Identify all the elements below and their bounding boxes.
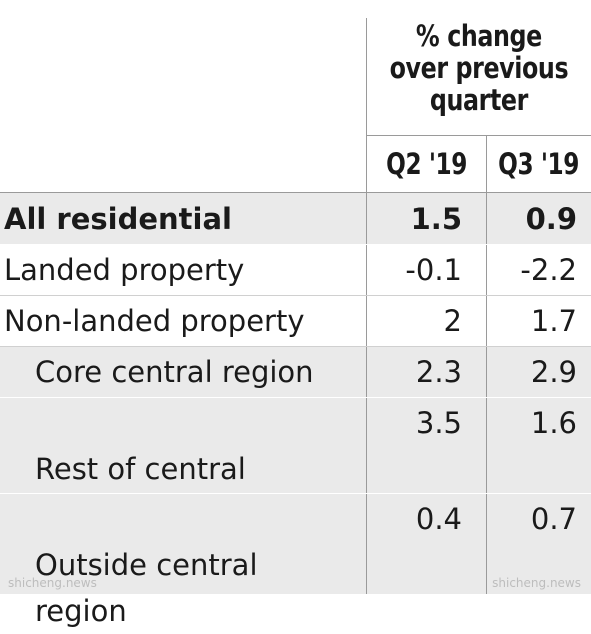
cell-q3-value: 1.7 xyxy=(530,304,577,338)
cell-q2-value: -0.1 xyxy=(405,253,462,287)
cell-q3-value: 0.7 xyxy=(530,502,577,536)
divider-row xyxy=(0,295,591,296)
divider-row xyxy=(0,493,591,494)
column-header-q2-label: Q2 '19 xyxy=(386,146,467,181)
table-row-non-landed-property: Non-landed property 2 1.7 xyxy=(0,295,591,346)
row-label-text: Core central region xyxy=(35,355,314,389)
cell-q2-value: 2.3 xyxy=(415,355,462,389)
row-label: All residential xyxy=(4,193,364,242)
table-header-title: % change over previous quarter xyxy=(389,18,569,117)
watermark-right: shicheng.news xyxy=(492,576,581,590)
row-label: Non-landed property xyxy=(4,295,364,344)
column-header-q3-label: Q3 '19 xyxy=(498,146,579,181)
column-header-q3-2019: Q3 '19 xyxy=(486,135,591,192)
table-row-core-central-region: Core central region 2.3 2.9 xyxy=(0,346,591,397)
cell-q3-value: 0.9 xyxy=(525,202,577,236)
table-row-all-residential: All residential 1.5 0.9 xyxy=(0,193,591,244)
table-header-title-cell: % change over previous quarter xyxy=(367,0,591,135)
divider-header-bottom xyxy=(0,192,591,193)
table-row-rest-of-central-region: Rest of central region 3.5 1.6 xyxy=(0,397,591,532)
row-label-text: Landed property xyxy=(4,253,245,287)
cell-q3-value: 1.6 xyxy=(530,406,577,440)
row-label: Core central region xyxy=(35,346,395,395)
row-label: Outside central region xyxy=(35,493,395,634)
row-label-text: Non-landed property xyxy=(4,304,305,338)
row-label: Landed property xyxy=(4,244,364,293)
table-row-landed-property: Landed property -0.1 -2.2 xyxy=(0,244,591,295)
column-header-q2-2019: Q2 '19 xyxy=(367,135,486,192)
cell-q2-value: 1.5 xyxy=(410,202,462,236)
cell-q2-value: 0.4 xyxy=(415,502,462,536)
cell-q2-value: 2 xyxy=(443,304,462,338)
divider-row xyxy=(0,397,591,398)
cell-q3-value: 2.9 xyxy=(530,355,577,389)
divider-row xyxy=(0,244,591,245)
row-label-text: All residential xyxy=(4,202,232,236)
divider-vertical-middle xyxy=(486,135,487,594)
divider-header xyxy=(366,135,591,136)
divider-vertical-left xyxy=(366,18,367,594)
watermark-left: shicheng.news xyxy=(8,576,97,590)
cell-q2-value: 3.5 xyxy=(415,406,462,440)
divider-row xyxy=(0,346,591,347)
cell-q3-value: -2.2 xyxy=(520,253,577,287)
